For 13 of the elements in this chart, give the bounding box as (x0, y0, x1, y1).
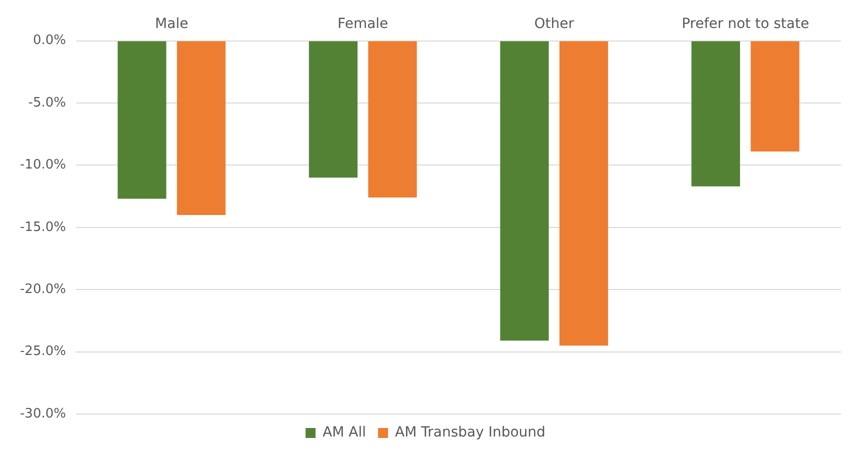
x-tick-label: Prefer not to state (682, 16, 810, 32)
x-tick-label: Male (155, 16, 188, 32)
y-tick-label: -5.0% (28, 95, 66, 110)
x-tick-label: Female (338, 16, 388, 32)
y-tick-label: -20.0% (20, 282, 66, 297)
x-tick-label: Other (534, 16, 574, 32)
y-tick-label: 0.0% (32, 33, 66, 48)
y-tick-label: -30.0% (20, 406, 66, 422)
legend-label: AM All (322, 424, 366, 441)
legend-label: AM Transbay Inbound (395, 424, 546, 441)
y-tick-label: -10.0% (20, 158, 66, 173)
y-tick-label: -25.0% (20, 344, 66, 360)
y-tick-label: -15.0% (20, 220, 66, 235)
